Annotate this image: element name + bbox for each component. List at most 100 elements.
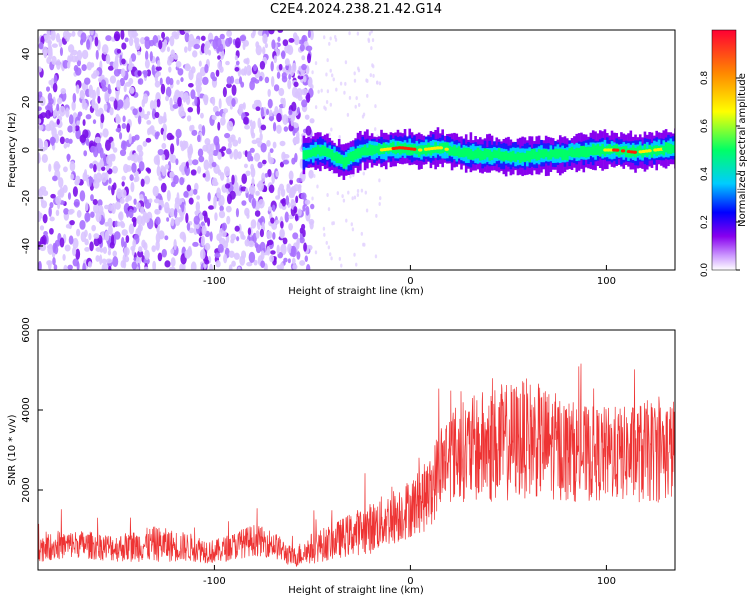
spectrogram-noise-cell (341, 194, 344, 199)
spectrogram-noise-cell (226, 30, 233, 37)
spectrogram-noise-cell (127, 30, 134, 38)
spectrogram-noise-cell (282, 237, 288, 245)
spectrogram-noise-cell (291, 101, 297, 112)
spectrogram-noise-cell (255, 106, 261, 112)
spectrogram-noise-cell (323, 105, 326, 110)
spectrogram-noise-cell (58, 177, 64, 189)
spectrogram-noise-cell (100, 79, 107, 88)
spectrogram-noise-cell (38, 260, 42, 270)
spectrogram-noise-cell (235, 37, 241, 49)
spectrogram-ridge-peak (594, 148, 599, 152)
spectrogram-noise-cell (215, 141, 220, 152)
spectrogram-noise-cell (281, 72, 287, 80)
spectrogram-noise-cell (112, 250, 117, 257)
spectrogram-noise-cell (200, 35, 206, 41)
spectrogram-noise-cell (272, 204, 276, 211)
spectrogram-noise-cell (357, 103, 361, 108)
spectrogram-noise-cell (104, 91, 110, 103)
spectrogram-noise-cell (102, 128, 109, 138)
spectrogram-ridge-cell (500, 151, 503, 161)
spectrogram-noise-cell (379, 196, 382, 201)
spectrogram-noise-cell (107, 217, 113, 228)
spectrogram-ridge-cell (577, 147, 581, 158)
spectrogram-noise-cell (38, 106, 42, 112)
spectrogram-noise-cell (340, 263, 343, 268)
spectrogram-noise-cell (204, 172, 211, 182)
spectrogram-noise-cell (367, 38, 371, 43)
spectrogram-noise-cell (328, 132, 331, 137)
spectrogram-noise-cell (52, 257, 56, 266)
spectrogram-noise-cell (84, 246, 90, 252)
spectrogram-noise-cell (144, 38, 151, 50)
spectrogram-noise-cell (217, 169, 222, 176)
spectrogram-noise-cell (130, 53, 137, 62)
spectrogram-noise-cell (47, 102, 53, 111)
spectrogram-noise-cell (91, 73, 98, 79)
spectrogram-noise-cell (355, 262, 358, 267)
spectrogram-noise-cell (173, 208, 178, 219)
spectrogram-ridge-cell (669, 143, 673, 155)
spectrogram-ridge-cell (488, 149, 492, 161)
spectrogram-noise-cell (238, 76, 243, 85)
spectrogram-noise-cell (55, 59, 61, 70)
spectrogram-noise-cell (143, 175, 151, 185)
spectrogram-noise-cell (207, 49, 212, 56)
spectrogram-noise-cell (225, 205, 232, 213)
spectrogram-noise-cell (154, 111, 160, 119)
spectrogram-noise-cell (249, 80, 255, 91)
spectrogram-noise-cell (176, 79, 180, 85)
spectrogram-noise-cell (366, 79, 369, 84)
spectrogram-noise-cell (295, 195, 299, 204)
spectrogram-noise-cell (132, 108, 138, 116)
spectrogram-noise-cell (188, 82, 194, 88)
spectrogram-ridge-cell (641, 148, 644, 158)
spectrogram-noise-cell (325, 240, 328, 245)
spectrogram-noise-cell (125, 96, 130, 107)
spectrogram-noise-cell (198, 155, 205, 163)
spectrogram-noise-cell (52, 175, 58, 182)
spectrogram-noise-cell (280, 188, 286, 197)
spectrogram-noise-cell (161, 248, 167, 258)
spectrogram-noise-cell (282, 39, 289, 47)
spectrogram-noise-cell (149, 100, 155, 110)
spectrogram-noise-cell (253, 259, 258, 266)
spectrogram-noise-cell (279, 262, 285, 270)
spectrogram-noise-cell (169, 135, 175, 140)
spectrogram-noise-cell (131, 135, 137, 143)
spectrogram-noise-cell (96, 86, 100, 98)
spectrogram-noise-cell (115, 91, 119, 101)
spectrogram-ridge-cell (354, 148, 357, 160)
spectrogram-noise-cell (237, 105, 242, 116)
spectrogram-noise-cell (138, 106, 143, 113)
spectrogram-noise-cell (329, 102, 333, 107)
spectrogram-noise-cell (262, 46, 266, 55)
spectrogram-noise-cell (136, 51, 141, 56)
spectrogram-y-tick-label: 0 (21, 147, 32, 153)
spectrogram-noise-cell (156, 165, 161, 177)
spectrogram-noise-cell (282, 159, 289, 165)
spectrogram-ridge-cell (544, 149, 548, 158)
spectrogram-noise-cell (330, 127, 333, 132)
spectrogram-noise-cell (142, 70, 149, 75)
spectrogram-noise-cell (288, 170, 294, 181)
spectrogram-noise-cell (104, 171, 109, 181)
spectrogram-noise-cell (353, 252, 356, 257)
spectrogram-ridge-cell (535, 151, 539, 161)
spectrogram-noise-cell (92, 119, 97, 125)
spectrogram-ridge-cell (323, 146, 327, 156)
spectrogram-noise-cell (164, 201, 170, 213)
spectrogram-noise-cell (330, 73, 334, 78)
spectrogram-noise-cell (370, 46, 373, 51)
spectrogram-noise-cell (371, 38, 375, 43)
spectrogram-noise-cell (356, 31, 360, 36)
spectrogram-noise-cell (160, 83, 166, 95)
spectrogram-noise-cell (234, 225, 240, 232)
spectrogram-ridge-peak (582, 149, 588, 154)
spectrogram-noise-cell (273, 55, 278, 64)
spectrogram-ridge-peak (438, 146, 443, 150)
spectrogram-noise-cell (336, 191, 340, 196)
spectrogram-noise-cell (289, 179, 293, 185)
spectrogram-noise-cell (344, 60, 348, 65)
spectrogram-y-tick-label: 40 (21, 48, 32, 61)
spectrogram-noise-cell (88, 175, 93, 187)
